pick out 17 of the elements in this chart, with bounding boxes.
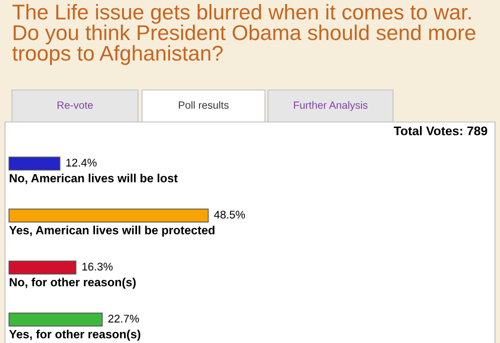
- bar: [8, 156, 60, 171]
- y-tick-label: No, for other reason(s): [10, 278, 136, 289]
- text: Further Analysis: [294, 101, 368, 111]
- bar: [8, 208, 209, 223]
- y-tick-label: Yes, American lives will be protected: [9, 226, 214, 237]
- bar: [8, 260, 76, 275]
- y-tick-label: No, American lives will be lost: [10, 174, 178, 184]
- text: Re-vote: [58, 102, 93, 109]
- bar: [8, 312, 103, 327]
- text: Total Votes: 789: [394, 126, 488, 136]
- data-label: 12.4%: [66, 158, 97, 167]
- data-label: 48.5%: [214, 210, 245, 219]
- y-tick-label: Yes, for other reason(s): [9, 330, 140, 341]
- data-label: 22.7%: [108, 314, 139, 323]
- chart-title: The Life issue gets blurred when it comes to war. Do you think President Obama should send more troops to Afghanistan?: [12, 4, 476, 65]
- text: Poll results: [178, 101, 229, 109]
- data-label: 16.3%: [82, 262, 113, 271]
